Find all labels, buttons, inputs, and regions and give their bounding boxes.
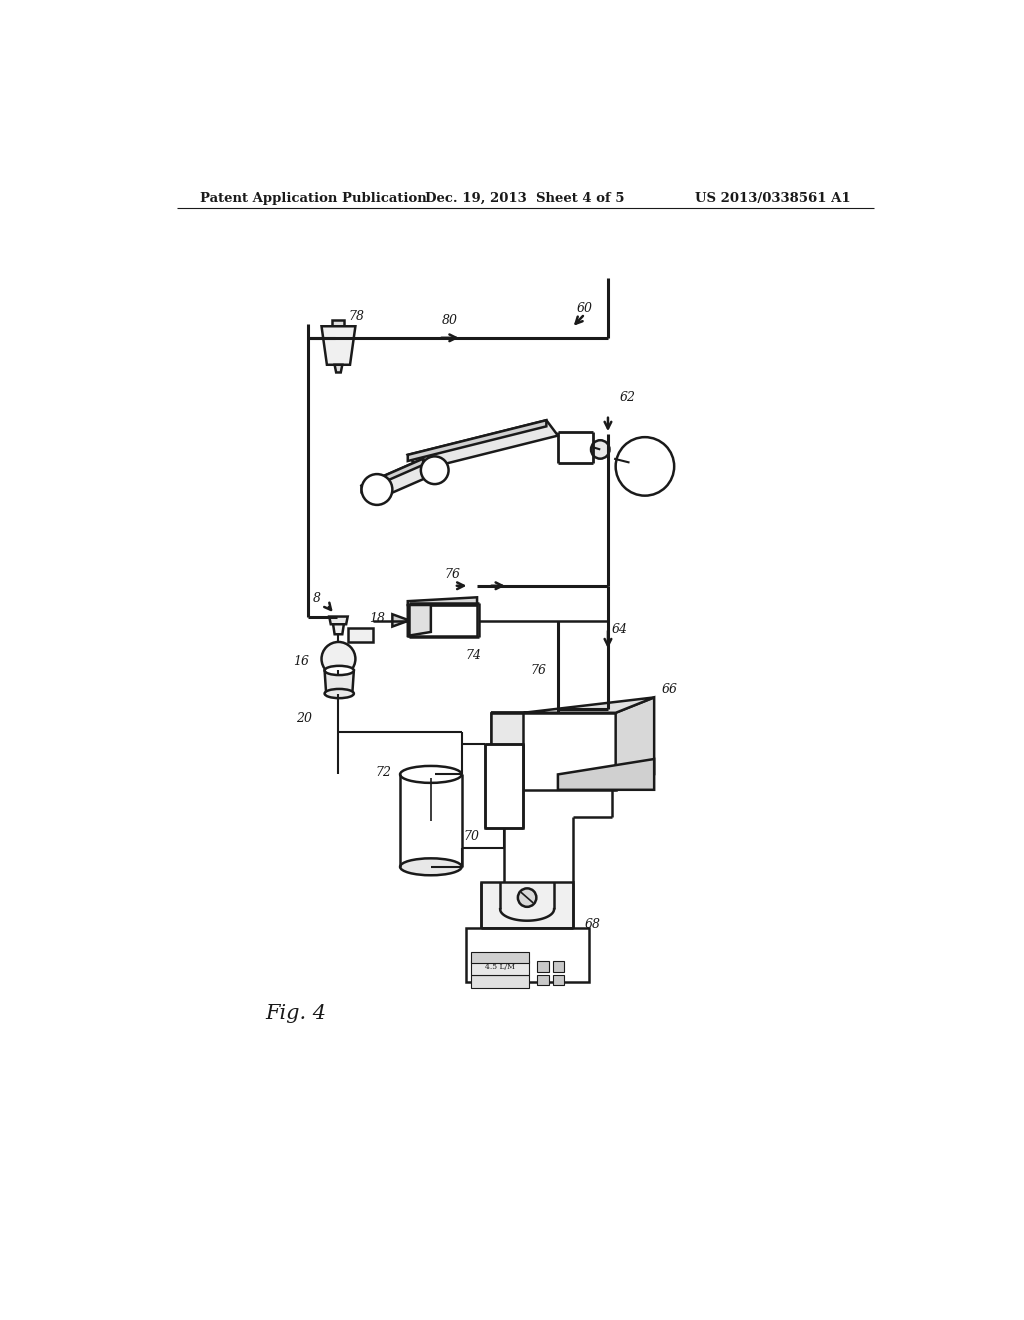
Text: 74: 74 [465,648,481,661]
Text: 62: 62 [620,391,635,404]
Circle shape [591,441,609,459]
Text: 8: 8 [313,593,321,606]
Ellipse shape [325,689,354,698]
Text: 60: 60 [577,302,593,315]
Ellipse shape [325,665,354,675]
Polygon shape [333,624,344,635]
Polygon shape [361,459,423,492]
Text: 70: 70 [464,829,479,842]
Text: Dec. 19, 2013  Sheet 4 of 5: Dec. 19, 2013 Sheet 4 of 5 [425,191,625,205]
Polygon shape [408,605,477,636]
Polygon shape [466,928,589,982]
Polygon shape [558,759,654,789]
Bar [471,974,528,989]
Bar [471,961,528,974]
Polygon shape [333,321,344,326]
Polygon shape [325,671,354,693]
Polygon shape [335,364,342,372]
Bar [348,628,373,642]
Circle shape [615,437,674,496]
Bar [538,974,549,985]
Polygon shape [490,713,523,789]
Text: 4.5 L/M: 4.5 L/M [485,962,515,972]
Polygon shape [322,326,355,364]
Text: 76: 76 [444,568,461,581]
Bar [553,961,564,972]
Text: 20: 20 [296,713,312,726]
Polygon shape [330,616,348,624]
Text: Patent Application Publication: Patent Application Publication [200,191,427,205]
Circle shape [421,457,449,484]
Bar [538,961,549,972]
Text: 80: 80 [442,314,458,326]
Polygon shape [392,614,410,627]
Bar [553,974,564,985]
Text: 68: 68 [585,917,600,931]
Polygon shape [408,601,431,636]
Polygon shape [408,598,477,605]
Text: 18: 18 [369,611,385,624]
Circle shape [518,888,537,907]
Polygon shape [484,743,523,829]
Text: 76: 76 [530,664,547,677]
Polygon shape [408,420,547,461]
Text: 78: 78 [348,310,365,323]
Polygon shape [615,697,654,789]
Ellipse shape [400,858,462,875]
Text: 16: 16 [294,655,309,668]
Polygon shape [361,459,435,502]
Text: 64: 64 [611,623,628,636]
Text: 66: 66 [662,684,678,696]
Ellipse shape [400,766,462,783]
Circle shape [322,642,355,676]
Bar [471,952,528,964]
Text: Fig. 4: Fig. 4 [265,1003,327,1023]
Polygon shape [490,697,654,713]
Text: US 2013/0338561 A1: US 2013/0338561 A1 [695,191,851,205]
Polygon shape [408,420,558,470]
Text: 72: 72 [375,767,391,779]
Circle shape [361,474,392,504]
Polygon shape [481,882,573,928]
Polygon shape [490,713,615,789]
